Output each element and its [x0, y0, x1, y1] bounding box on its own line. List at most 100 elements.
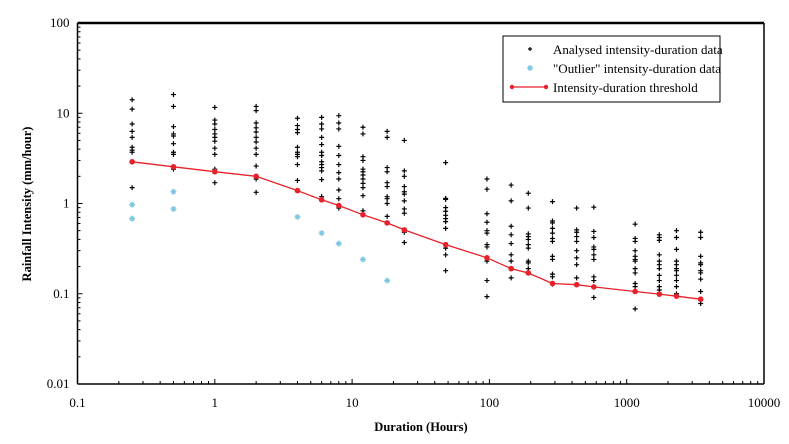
threshold-point — [573, 281, 580, 288]
analysed-data-point — [508, 182, 514, 188]
analysed-data-point — [591, 294, 597, 300]
threshold-point — [484, 255, 490, 261]
outlier-data-point — [170, 188, 177, 195]
analysed-data-point — [698, 276, 704, 282]
analysed-data-point — [574, 238, 580, 244]
legend-label: "Outlier" intensity-duration data — [553, 61, 721, 76]
analysed-data-point — [508, 252, 514, 258]
analysed-data-point — [129, 97, 135, 103]
analysed-data-point — [484, 186, 490, 192]
analysed-data-point — [673, 272, 679, 278]
analysed-data-point — [401, 239, 407, 245]
analysed-data-point — [443, 268, 449, 274]
analysed-data-point — [401, 210, 407, 216]
analysed-data-point — [401, 137, 407, 143]
analysed-data-point — [253, 139, 259, 145]
threshold-point — [591, 284, 597, 290]
analysed-data-point — [698, 288, 704, 294]
analysed-data-point — [508, 241, 514, 247]
analysed-data-point — [360, 180, 366, 186]
threshold-point — [294, 187, 301, 194]
analysed-data-point — [360, 176, 366, 182]
analysed-data-point — [384, 128, 390, 134]
analysed-data-point — [384, 213, 390, 219]
analysed-data-point — [673, 228, 679, 234]
analysed-data-point — [673, 235, 679, 241]
analysed-data-point — [698, 235, 704, 241]
analysed-data-point — [508, 198, 514, 204]
analysed-data-point — [632, 258, 638, 264]
analysed-data-point — [656, 237, 662, 243]
analysed-data-point — [319, 121, 325, 127]
analysed-data-point — [294, 154, 300, 160]
x-tick-label: 0.1 — [69, 395, 85, 410]
legend-analysed-marker — [528, 47, 532, 51]
analysed-data-point — [336, 170, 342, 176]
x-tick-label: 1000 — [614, 395, 640, 410]
analysed-data-point — [574, 262, 580, 268]
analysed-data-point — [336, 143, 342, 149]
analysed-data-point — [319, 134, 325, 140]
analysed-data-point — [336, 176, 342, 182]
analysed-data-point — [336, 187, 342, 193]
analysed-data-point — [484, 244, 490, 250]
analysed-data-point — [574, 248, 580, 254]
analysed-data-point — [170, 92, 176, 98]
analysed-data-point — [443, 252, 449, 258]
threshold-point — [253, 173, 259, 180]
analysed-data-point — [319, 114, 325, 120]
analysed-data-point — [508, 275, 514, 281]
analysed-data-point — [656, 278, 662, 284]
analysed-data-point — [673, 246, 679, 252]
analysed-data-point — [212, 151, 218, 157]
analysed-data-point — [549, 256, 555, 262]
analysed-data-point — [698, 262, 704, 268]
analysed-data-point — [253, 189, 259, 195]
threshold-point — [673, 293, 680, 299]
legend-outlier-marker — [527, 65, 533, 71]
legend-threshold-marker — [509, 84, 515, 90]
analysed-data-point — [632, 221, 638, 227]
y-tick-label: 10 — [57, 105, 70, 120]
analysed-data-point — [170, 124, 176, 130]
analysed-data-point — [698, 270, 704, 276]
analysed-data-point — [319, 126, 325, 132]
analysed-data-point — [319, 153, 325, 159]
analysed-data-point — [253, 129, 259, 135]
analysed-data-point — [591, 228, 597, 234]
analysed-data-point — [253, 120, 259, 126]
analysed-data-point — [574, 275, 580, 281]
analysed-data-point — [384, 196, 390, 202]
analysed-data-point — [336, 153, 342, 159]
outlier-data-point — [384, 277, 391, 284]
analysed-data-point — [253, 145, 259, 151]
analysed-data-point — [319, 142, 325, 148]
analysed-data-point — [656, 266, 662, 272]
analysed-data-point — [574, 234, 580, 240]
analysed-data-point — [525, 190, 531, 196]
analysed-data-point — [384, 184, 390, 190]
legend-box — [502, 35, 721, 103]
analysed-data-point — [632, 284, 638, 290]
analysed-data-point — [253, 125, 259, 131]
analysed-data-point — [484, 278, 490, 284]
analysed-data-point — [508, 223, 514, 229]
analysed-data-point — [591, 204, 597, 210]
analysed-data-point — [443, 160, 449, 166]
analysed-data-point — [484, 294, 490, 300]
outlier-data-point — [129, 215, 136, 222]
analysed-data-point — [443, 196, 449, 202]
y-tick-label: 1 — [63, 196, 70, 211]
analysed-data-point — [360, 157, 366, 163]
analysed-data-point — [401, 184, 407, 190]
analysed-data-point — [656, 272, 662, 278]
analysed-data-point — [384, 134, 390, 140]
analysed-data-point — [401, 206, 407, 212]
analysed-data-point — [698, 229, 704, 235]
analysed-data-point — [591, 246, 597, 252]
analysed-data-point — [591, 235, 597, 241]
analysed-data-point — [525, 205, 531, 211]
analysed-data-point — [632, 238, 638, 244]
x-tick-label: 10 — [346, 395, 359, 410]
analysed-data-point — [632, 248, 638, 254]
